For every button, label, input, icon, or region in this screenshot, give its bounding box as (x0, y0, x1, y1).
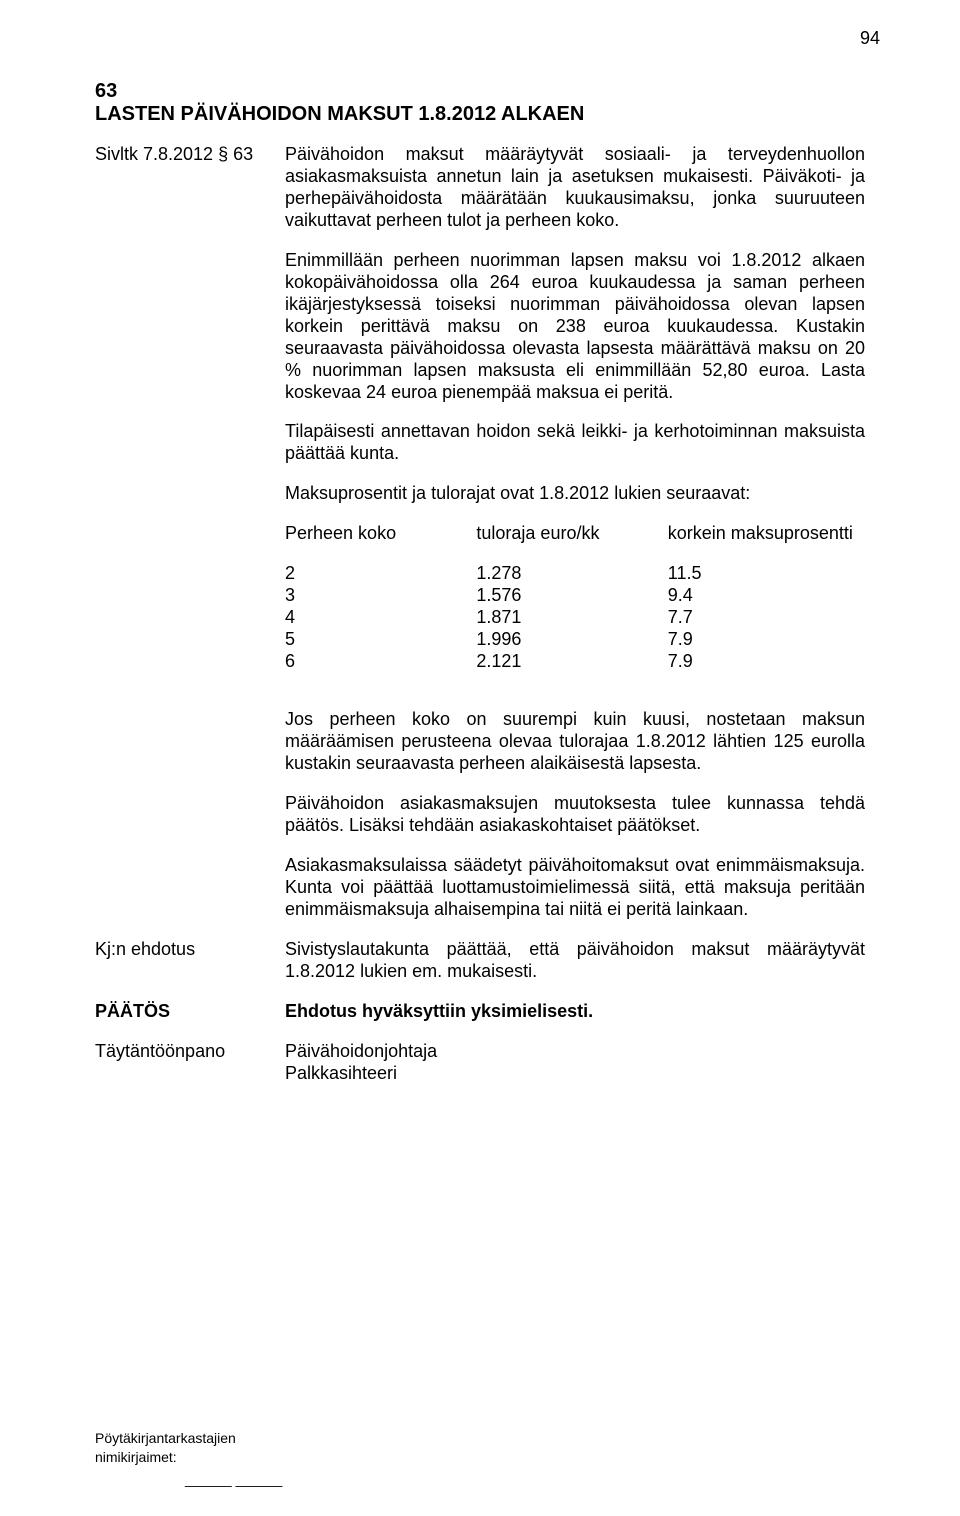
table-row: 5 1.996 7.9 (285, 629, 865, 651)
table-row: 3 1.576 9.4 (285, 585, 865, 607)
table-cell: 1.996 (476, 629, 667, 651)
fee-table: Perheen koko tuloraja euro/kk korkein ma… (285, 523, 865, 673)
empty-label (95, 709, 285, 921)
taytantoonpano-line: Päivähoidonjohtaja (285, 1041, 865, 1063)
paragraph: Asiakasmaksulaissa säädetyt päivähoitoma… (285, 855, 865, 921)
table-row: 2 1.278 11.5 (285, 563, 865, 585)
paatos-text: Ehdotus hyväksyttiin yksimielisesti. (285, 1001, 865, 1023)
table-cell: 5 (285, 629, 476, 651)
section-number: 63 (95, 80, 865, 103)
page-number: 94 (860, 28, 880, 49)
paatos-label: PÄÄTÖS (95, 1001, 285, 1023)
table-cell: 7.7 (668, 607, 865, 629)
table-cell: 2.121 (476, 651, 667, 673)
paragraph: Maksuprosentit ja tulorajat ovat 1.8.201… (285, 483, 865, 505)
taytantoonpano-line: Palkkasihteeri (285, 1063, 865, 1085)
footer-line: nimikirjaimet: (95, 1448, 282, 1466)
footer: Pöytäkirjantarkastajien nimikirjaimet: _… (95, 1429, 282, 1488)
table-header-cell: Perheen koko (285, 523, 476, 545)
taytantoonpano-label: Täytäntöönpano (95, 1041, 285, 1085)
table-cell: 1.576 (476, 585, 667, 607)
paragraph: Jos perheen koko on suurempi kuin kuusi,… (285, 709, 865, 775)
table-cell: 1.278 (476, 563, 667, 585)
paragraph: Päivähoidon maksut määräytyvät sosiaali-… (285, 144, 865, 232)
table-header-cell: korkein maksuprosentti (668, 523, 865, 545)
table-header-row: Perheen koko tuloraja euro/kk korkein ma… (285, 523, 865, 545)
footer-line: Pöytäkirjantarkastajien (95, 1429, 282, 1447)
table-row: 6 2.121 7.9 (285, 651, 865, 673)
table-header-cell: tuloraja euro/kk (476, 523, 667, 545)
table-cell: 7.9 (668, 651, 865, 673)
table-cell: 3 (285, 585, 476, 607)
paragraph: Päivähoidon asiakasmaksujen muutoksesta … (285, 793, 865, 837)
paragraph: Tilapäisesti annettavan hoidon sekä leik… (285, 421, 865, 465)
document-title: LASTEN PÄIVÄHOIDON MAKSUT 1.8.2012 ALKAE… (95, 103, 865, 126)
table-cell: 2 (285, 563, 476, 585)
table-cell: 9.4 (668, 585, 865, 607)
table-cell: 1.871 (476, 607, 667, 629)
signature-lines: ______ ______ (185, 1470, 282, 1488)
table-cell: 4 (285, 607, 476, 629)
kj-ehdotus-label: Kj:n ehdotus (95, 939, 285, 983)
table-cell: 7.9 (668, 629, 865, 651)
paragraph: Sivistyslautakunta päättää, että päiväho… (285, 939, 865, 983)
table-cell: 6 (285, 651, 476, 673)
sivltk-label: Sivltk 7.8.2012 § 63 (95, 144, 285, 673)
table-row: 4 1.871 7.7 (285, 607, 865, 629)
table-cell: 11.5 (668, 563, 865, 585)
paragraph: Enimmillään perheen nuorimman lapsen mak… (285, 250, 865, 404)
